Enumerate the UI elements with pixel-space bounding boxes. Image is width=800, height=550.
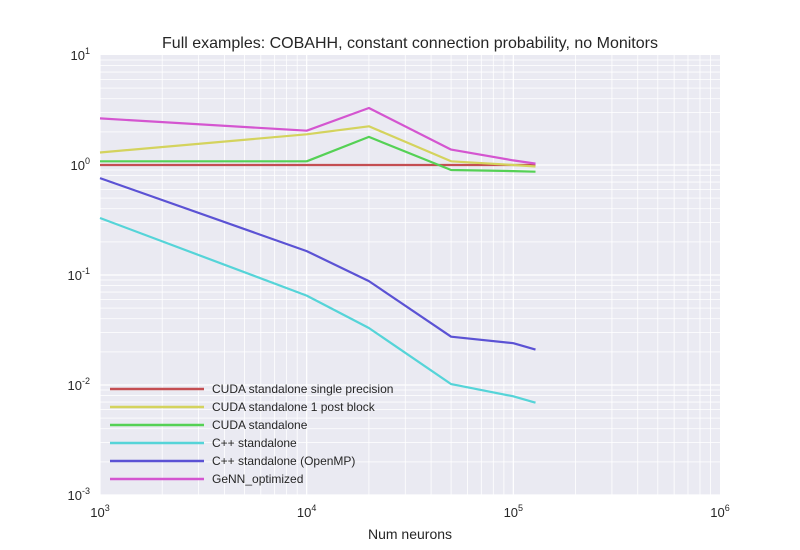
y-tick-label: 10-1 — [68, 266, 90, 283]
series-line-6 — [99, 106, 536, 165]
x-axis-label: Num neurons — [368, 526, 452, 542]
legend-label: CUDA standalone single precision — [212, 382, 393, 396]
legend: CUDA standalone single precision CUDA sta… — [110, 382, 393, 486]
x-tick-label: 103 — [90, 503, 109, 520]
y-tick-label: 101 — [71, 46, 90, 63]
legend-label: C++ standalone (OpenMP) — [212, 454, 355, 468]
chart-title: Full examples: COBAHH, constant connecti… — [162, 35, 658, 52]
y-tick-label: 100 — [71, 156, 90, 173]
y-tick-label: 10-3 — [68, 486, 90, 503]
grid — [99, 55, 720, 496]
series-lines — [99, 106, 536, 404]
series-line-3 — [100, 135, 536, 173]
x-tick-label: 106 — [710, 503, 729, 520]
legend-label: GeNN_optimized — [212, 472, 303, 486]
x-tick-label: 104 — [297, 503, 316, 520]
series-line-2 — [99, 125, 536, 168]
tick-labels: 103 104 105 106 101 100 10-1 10-2 10-3 — [68, 46, 730, 520]
series-line-4 — [99, 216, 536, 404]
legend-label: CUDA standalone 1 post block — [212, 400, 376, 414]
legend-label: CUDA standalone — [212, 418, 308, 432]
y-tick-label: 10-2 — [68, 376, 90, 393]
series-line-5 — [99, 177, 536, 351]
x-tick-label: 105 — [504, 503, 523, 520]
legend-label: C++ standalone — [212, 436, 297, 450]
